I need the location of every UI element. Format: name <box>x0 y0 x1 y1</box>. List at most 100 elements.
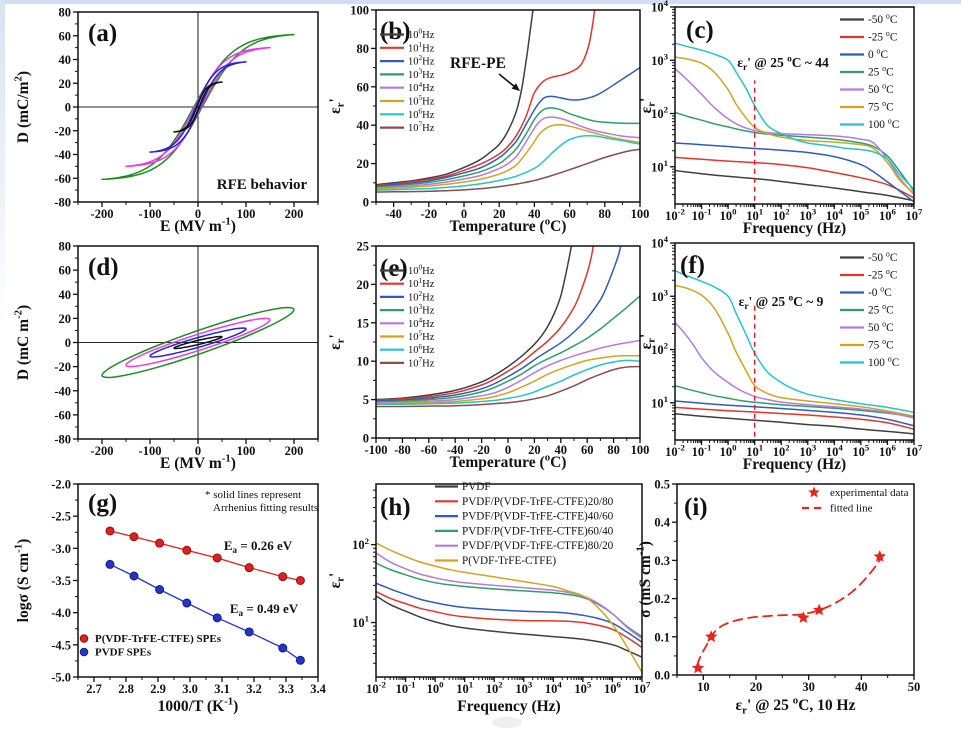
data-point-star <box>873 550 886 562</box>
y-tick-label: 60 <box>59 29 72 43</box>
y-tick-label: 102 <box>651 105 669 121</box>
annotation-text: Arrhenius fitting results <box>213 502 318 514</box>
series-100-c <box>675 42 914 190</box>
legend-label: 50 oC <box>868 81 894 96</box>
legend-label: 75 oC <box>868 99 894 114</box>
page-edge-left <box>0 0 5 733</box>
y-tick-label: 0.3 <box>654 554 670 568</box>
y-tick-label: -5.0 <box>51 671 71 685</box>
x-tick-label: -100 <box>365 443 388 457</box>
series-fitted-line <box>696 553 885 667</box>
legend-label: 106Hz <box>408 342 435 356</box>
y-axis-title: εr' <box>327 334 347 350</box>
series-loop-50-mv-m <box>173 335 223 350</box>
y-axis-title: D (mC/m2) <box>13 71 33 143</box>
y-tick-label: 101 <box>352 614 369 630</box>
y-axis-title: εr' <box>327 573 347 589</box>
series-p-vdf-trfe-ctfe- <box>376 542 642 674</box>
data-point-star <box>797 611 810 623</box>
legend-label: -25 oC <box>868 29 897 44</box>
data-point <box>278 572 288 582</box>
legend-label: experimental data <box>830 487 909 499</box>
legend-label: 107Hz <box>408 120 435 134</box>
series-10-4-hz <box>376 116 640 189</box>
panel-f-permittivity-frequency-chart: 10-2 10-1 100 101 102 103 104 105 106 107 101 102 10… <box>638 234 923 473</box>
zero-lines <box>78 12 318 202</box>
data-point <box>295 576 305 585</box>
x-tick-label: 20 <box>528 443 541 457</box>
axes-frame <box>676 483 915 676</box>
annotation-text: RFE-PE <box>450 55 506 72</box>
x-tick-label: 0 <box>461 207 467 221</box>
y-tick-label: 40 <box>357 119 370 133</box>
series-group <box>101 306 295 379</box>
y-tick-label: -20 <box>54 360 71 374</box>
legend-label: 104Hz <box>408 315 435 329</box>
panel-letter: (b) <box>380 18 411 45</box>
x-tick-label: -80 <box>394 443 411 457</box>
series-pvdf <box>376 595 642 658</box>
legend: PVDF PVDF/P(VDF-TrFE-CTFE)20/80 PVDF/P(VDF… <box>435 481 614 567</box>
y-tick-label: 0 <box>65 336 71 350</box>
legend-label: 25 oC <box>868 302 894 317</box>
y-tick-label: -60 <box>54 408 71 422</box>
axis-ticks: 10-2 10-1 100 101 102 103 104 105 106 107 101 102 <box>352 489 651 696</box>
watermark-ellipse <box>492 717 522 728</box>
y-tick-label: -4.0 <box>51 606 71 620</box>
data-point <box>155 538 165 548</box>
series-loop-100-mv-m <box>149 327 247 358</box>
legend-label: PVDF/P(VDF-TrFE-CTFE)20/80 <box>462 496 614 508</box>
data-point <box>155 585 165 595</box>
legend-label: 105Hz <box>408 329 435 343</box>
legend-label: 50 oC <box>868 319 894 334</box>
panel-letter: (a) <box>88 20 117 47</box>
x-axis-title: 1000/T (K-1) <box>158 696 239 716</box>
x-tick-label: 106 <box>879 207 897 223</box>
legend-label: 0 oC <box>868 46 888 61</box>
y-axis-title: σ (mS cm-1) <box>635 541 655 618</box>
y-tick-label: 20 <box>357 157 370 171</box>
series-10-2-hz <box>376 246 622 402</box>
y-axis-title: εr' <box>638 334 658 350</box>
axes-frame <box>375 483 643 678</box>
x-tick-label: -60 <box>420 443 437 457</box>
panel-b-permittivity-temperature-chart: -40 -20 0 20 40 60 80 100 0 20 40 60 80 100 Temperatur… <box>327 4 649 236</box>
legend: -50 oC -25 oC 0 oC 25 oC 50 oC 75 oC 100 oC <box>840 11 899 131</box>
y-tick-label: 0.4 <box>654 516 670 530</box>
data-point-star <box>813 603 826 616</box>
panel-letter: (i) <box>684 494 708 521</box>
legend-label: 105Hz <box>408 93 435 107</box>
panel-e-permittivity-temperature-chart: -100 -80 -60 -40 -20 0 20 40 60 80 100 0 5 10 15 20 25 Te… <box>327 240 650 472</box>
y-axis-title: εr' <box>638 98 658 114</box>
series-10-7-hz <box>376 148 640 193</box>
series-loop-150-mv-m <box>125 317 271 368</box>
y-tick-label: 104 <box>651 234 669 250</box>
series--0-c <box>675 400 914 427</box>
legend-label: -50 oC <box>868 11 897 26</box>
legend-label: 75 oC <box>868 337 894 352</box>
y-tick-label: 0.5 <box>654 478 670 492</box>
x-tick-label: -20 <box>473 443 490 457</box>
legend: P(VDF-TrFE-CTFE) SPEs PVDF SPEs <box>79 633 222 659</box>
x-tick-label: -200 <box>91 207 114 221</box>
x-tick-label: 0 <box>195 444 201 458</box>
y-tick-label: -4.5 <box>51 638 71 652</box>
x-tick-label: 100 <box>237 444 256 458</box>
series-0-c <box>675 142 914 203</box>
legend-label: 102Hz <box>408 53 435 67</box>
panel-g-arrhenius-chart: 2.7 2.8 2.9 3.0 3.1 3.2 3.3 3.4 -5.0 -4.5 -4.0 -3.5… <box>13 478 327 716</box>
x-tick-label: 40 <box>528 207 541 221</box>
axis-ticks: 2.7 2.8 2.9 3.0 3.1 3.2 3.3 3.4 -5.0 -4.5 -4.0 -3.5… <box>51 478 326 697</box>
series--25-c <box>675 156 914 199</box>
x-tick-label: 0 <box>505 443 511 457</box>
x-axis-title: E (MV m-1) <box>160 216 236 236</box>
axes-frame <box>674 242 915 441</box>
data-point <box>105 559 115 569</box>
axis-ticks: -100 -80 -60 -40 -20 0 20 40 60 80 100 0 5 10 15 20 25 <box>357 240 650 458</box>
legend-label: 106Hz <box>408 106 435 120</box>
y-tick-label: 40 <box>59 288 72 302</box>
series-10-3-hz <box>376 107 640 188</box>
x-axis-title: εr' @ 25 oC, 10 Hz <box>736 695 856 717</box>
